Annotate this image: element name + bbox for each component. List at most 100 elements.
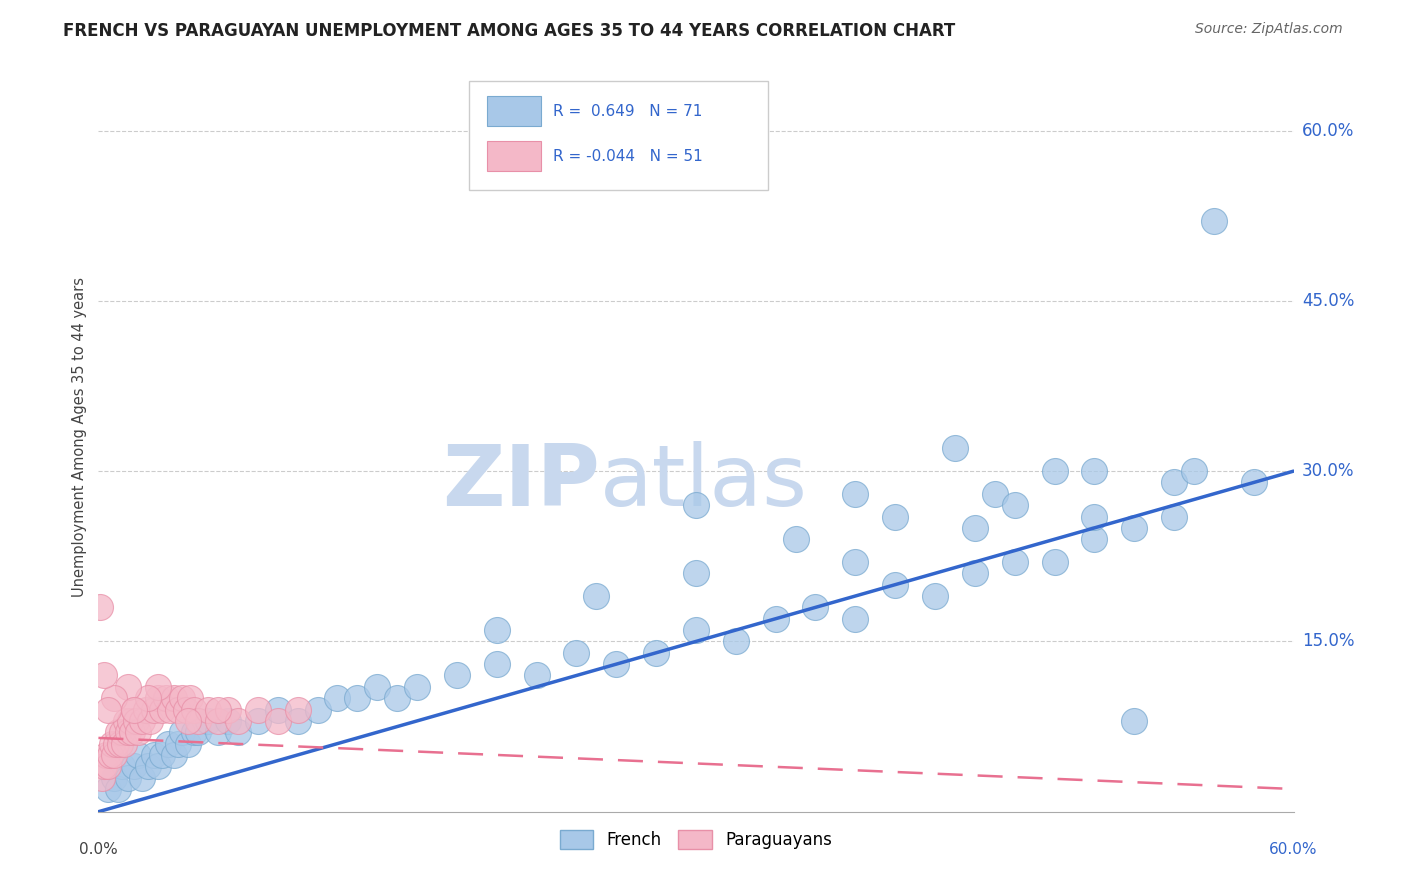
Point xyxy=(197,702,219,716)
Point xyxy=(111,759,134,773)
Point xyxy=(167,737,190,751)
Point xyxy=(207,702,229,716)
FancyBboxPatch shape xyxy=(486,141,541,171)
Point xyxy=(148,759,170,773)
Point xyxy=(446,668,468,682)
Point xyxy=(159,702,181,716)
Point xyxy=(136,759,159,773)
Point xyxy=(1123,521,1146,535)
Point xyxy=(246,714,269,728)
Point xyxy=(117,725,139,739)
Point xyxy=(984,487,1007,501)
Point xyxy=(943,442,966,456)
Text: R =  0.649   N = 71: R = 0.649 N = 71 xyxy=(553,103,702,119)
Point xyxy=(685,498,707,512)
Point xyxy=(98,747,122,762)
Point xyxy=(844,487,866,501)
Point xyxy=(101,737,124,751)
Point xyxy=(844,555,866,569)
Point xyxy=(167,702,190,716)
Point xyxy=(174,702,197,716)
Point xyxy=(884,577,907,591)
Point xyxy=(207,725,229,739)
Point xyxy=(111,725,134,739)
Point xyxy=(1043,555,1066,569)
Point xyxy=(131,771,153,785)
Point xyxy=(187,714,209,728)
Text: 0.0%: 0.0% xyxy=(79,842,118,857)
Point xyxy=(217,702,239,716)
Point xyxy=(91,771,114,785)
Point xyxy=(172,725,194,739)
Point xyxy=(139,714,162,728)
Point xyxy=(724,634,747,648)
Point xyxy=(150,747,173,762)
Point xyxy=(96,747,118,762)
Point xyxy=(1043,464,1066,478)
Text: Source: ZipAtlas.com: Source: ZipAtlas.com xyxy=(1195,22,1343,37)
Point xyxy=(1083,509,1105,524)
Point xyxy=(155,691,177,706)
Point xyxy=(97,759,120,773)
Point xyxy=(177,714,200,728)
Text: 15.0%: 15.0% xyxy=(1302,632,1354,650)
Point xyxy=(183,725,205,739)
Point xyxy=(924,589,946,603)
Point xyxy=(565,646,588,660)
Point xyxy=(685,566,707,581)
Point xyxy=(1202,214,1225,228)
Point xyxy=(246,702,269,716)
Legend: French, Paraguayans: French, Paraguayans xyxy=(554,823,838,855)
Point xyxy=(89,600,111,615)
Point xyxy=(127,725,149,739)
Point xyxy=(148,691,170,706)
Point xyxy=(1123,714,1146,728)
Point xyxy=(287,702,309,716)
Point xyxy=(97,782,120,797)
Text: 60.0%: 60.0% xyxy=(1270,842,1317,857)
Point xyxy=(804,600,827,615)
Text: FRENCH VS PARAGUAYAN UNEMPLOYMENT AMONG AGES 35 TO 44 YEARS CORRELATION CHART: FRENCH VS PARAGUAYAN UNEMPLOYMENT AMONG … xyxy=(63,22,956,40)
Point xyxy=(105,737,128,751)
Point xyxy=(93,668,115,682)
Point xyxy=(785,533,807,547)
Point xyxy=(187,725,209,739)
Text: ZIP: ZIP xyxy=(443,441,600,524)
Point xyxy=(93,759,115,773)
Point xyxy=(765,612,787,626)
Point xyxy=(844,612,866,626)
Point xyxy=(605,657,627,672)
Point xyxy=(1182,464,1205,478)
Point xyxy=(124,702,146,716)
Point xyxy=(307,702,329,716)
Point xyxy=(1004,498,1026,512)
Point xyxy=(1163,509,1185,524)
Point xyxy=(1004,555,1026,569)
Point xyxy=(110,737,132,751)
FancyBboxPatch shape xyxy=(470,81,768,190)
Point xyxy=(1083,464,1105,478)
Point xyxy=(177,737,200,751)
Point xyxy=(1243,475,1265,490)
Text: R = -0.044   N = 51: R = -0.044 N = 51 xyxy=(553,149,703,163)
Point xyxy=(124,759,146,773)
Point xyxy=(326,691,349,706)
Point xyxy=(103,771,125,785)
Point xyxy=(685,623,707,637)
Point xyxy=(97,702,120,716)
Point xyxy=(107,782,129,797)
Point xyxy=(127,747,149,762)
Point xyxy=(207,714,229,728)
Point xyxy=(526,668,548,682)
Point xyxy=(645,646,668,660)
Text: 45.0%: 45.0% xyxy=(1302,292,1354,310)
Point xyxy=(963,521,986,535)
Text: 30.0%: 30.0% xyxy=(1302,462,1354,480)
Point xyxy=(143,702,166,716)
Point xyxy=(115,714,138,728)
Point xyxy=(884,509,907,524)
Point xyxy=(366,680,388,694)
Point xyxy=(1163,475,1185,490)
Point xyxy=(117,680,139,694)
Y-axis label: Unemployment Among Ages 35 to 44 years: Unemployment Among Ages 35 to 44 years xyxy=(72,277,87,597)
